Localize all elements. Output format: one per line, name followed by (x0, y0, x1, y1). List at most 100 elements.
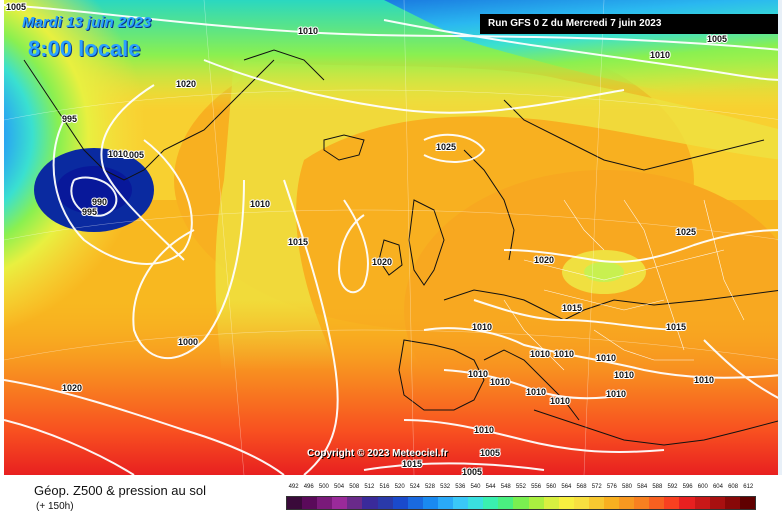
scale-label: 612 (743, 484, 754, 490)
isobar-label: 1015 (402, 459, 422, 469)
scale-swatch (528, 497, 544, 509)
scale-swatch (573, 497, 589, 509)
scale-swatch (377, 497, 393, 509)
scale-swatch (468, 497, 484, 509)
scale-swatch (332, 497, 348, 509)
isobar-label: 1005 (6, 2, 26, 12)
isobar-label: 1015 (562, 303, 582, 313)
color-scale: 492 496 500 504 508 512 516 520 524 528 532 536 540 5… (286, 484, 756, 512)
scale-swatch (543, 497, 559, 509)
isobar-label: 1010 (490, 377, 510, 387)
scale-label: 544 (485, 484, 496, 490)
isobar-label: 1020 (176, 79, 196, 89)
scale-label: 592 (667, 484, 678, 490)
isobar-label: 990 (92, 197, 107, 207)
isobar-label: 1010 (298, 26, 318, 36)
scale-label: 604 (712, 484, 723, 490)
scale-label: 584 (637, 484, 648, 490)
run-info: Run GFS 0 Z du Mercredi 7 juin 2023 (480, 14, 780, 34)
scale-label: 596 (682, 484, 693, 490)
map-subtitle: (+ 150h) (36, 501, 74, 512)
isobar-label: 1005 (707, 34, 727, 44)
scale-label: 492 (288, 484, 299, 490)
scale-label: 500 (318, 484, 329, 490)
scale-swatch (694, 497, 710, 509)
scale-label: 520 (394, 484, 405, 490)
scale-swatch (317, 497, 333, 509)
scale-swatch (634, 497, 650, 509)
isobar-label: 1010 (250, 199, 270, 209)
scale-swatch (619, 497, 635, 509)
scale-swatch (407, 497, 423, 509)
isobar-label: 1010 (108, 149, 128, 159)
isobar-label: 1010 (530, 349, 550, 359)
isobar-label: 995 (62, 114, 77, 124)
isobar-label: 1020 (534, 255, 554, 265)
scale-label: 556 (531, 484, 542, 490)
scale-swatch (392, 497, 408, 509)
isobar-label: 1025 (436, 142, 456, 152)
isobar-label: 995 (82, 207, 97, 217)
scale-swatch (664, 497, 680, 509)
isobar-label: 1010 (606, 389, 626, 399)
scale-label: 524 (409, 484, 420, 490)
color-scale-swatches (286, 496, 756, 510)
scale-label: 588 (652, 484, 663, 490)
scale-label: 552 (515, 484, 526, 490)
scale-label: 532 (440, 484, 451, 490)
scale-label: 600 (697, 484, 708, 490)
isobar-label: 1010 (526, 387, 546, 397)
scale-swatch (498, 497, 514, 509)
copyright: Copyright © 2023 Meteociel.fr (307, 448, 448, 459)
scale-swatch (302, 497, 318, 509)
isobar-label: 1005 (124, 150, 144, 160)
isobar-label: 1005 (480, 448, 500, 458)
scale-label: 572 (591, 484, 602, 490)
scale-label: 536 (455, 484, 466, 490)
isobar-label: 1010 (596, 353, 616, 363)
scale-swatch (437, 497, 454, 509)
isobar-label: 1010 (474, 425, 494, 435)
scale-label: 540 (470, 484, 481, 490)
isobar-label: 1015 (288, 237, 308, 247)
isobar-label: 1020 (62, 383, 82, 393)
scale-swatch (649, 497, 665, 509)
scale-swatch (679, 497, 695, 509)
scale-swatch (724, 497, 740, 509)
scale-label: 560 (546, 484, 557, 490)
forecast-date: Mardi 13 juin 2023 (22, 14, 152, 31)
isobar-label: 1010 (694, 375, 714, 385)
isobar-label: 1010 (554, 349, 574, 359)
isobar-label: 1015 (666, 322, 686, 332)
forecast-time: 8:00 locale (28, 36, 141, 61)
isobar-label: 1010 (614, 370, 634, 380)
scale-swatch (453, 497, 469, 509)
scale-swatch (558, 497, 574, 509)
isobar-labels: 1005101010051010102099510051010102599099… (5, 1, 728, 475)
scale-swatch (739, 497, 755, 509)
map-title: Géop. Z500 & pression au sol (34, 483, 206, 498)
isobar-label: 1025 (676, 227, 696, 237)
weather-map: 1005 1010 1005 1010 1020 995 1005 1010 1025 990 99… (4, 0, 782, 475)
scale-swatch (287, 497, 303, 509)
isobar-label: 1010 (468, 369, 488, 379)
scale-swatch (588, 497, 604, 509)
scale-label: 568 (576, 484, 587, 490)
isobar-label: 1020 (372, 257, 392, 267)
scale-label: 504 (334, 484, 345, 490)
scale-label: 580 (622, 484, 633, 490)
right-edge (778, 0, 782, 475)
color-scale-labels: 492 496 500 504 508 512 516 520 524 528 532 536 540 5… (286, 484, 756, 494)
scale-label: 508 (349, 484, 360, 490)
scale-swatch (709, 497, 725, 509)
scale-label: 512 (364, 484, 375, 490)
scale-label: 564 (561, 484, 572, 490)
scale-swatch (422, 497, 438, 509)
isobar-label: 1010 (472, 322, 492, 332)
isobar-label: 1010 (550, 396, 570, 406)
scale-label: 548 (500, 484, 511, 490)
isobar-label: 1000 (178, 337, 198, 347)
isobar-label: 1010 (650, 50, 670, 60)
scale-swatch (513, 497, 529, 509)
scale-swatch (603, 497, 620, 509)
